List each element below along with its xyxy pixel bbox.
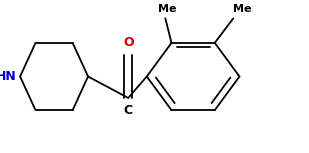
Text: Me: Me: [158, 4, 176, 14]
Text: Me: Me: [233, 4, 252, 14]
Text: C: C: [124, 104, 133, 117]
Text: O: O: [123, 36, 133, 49]
Text: HN: HN: [0, 70, 17, 83]
